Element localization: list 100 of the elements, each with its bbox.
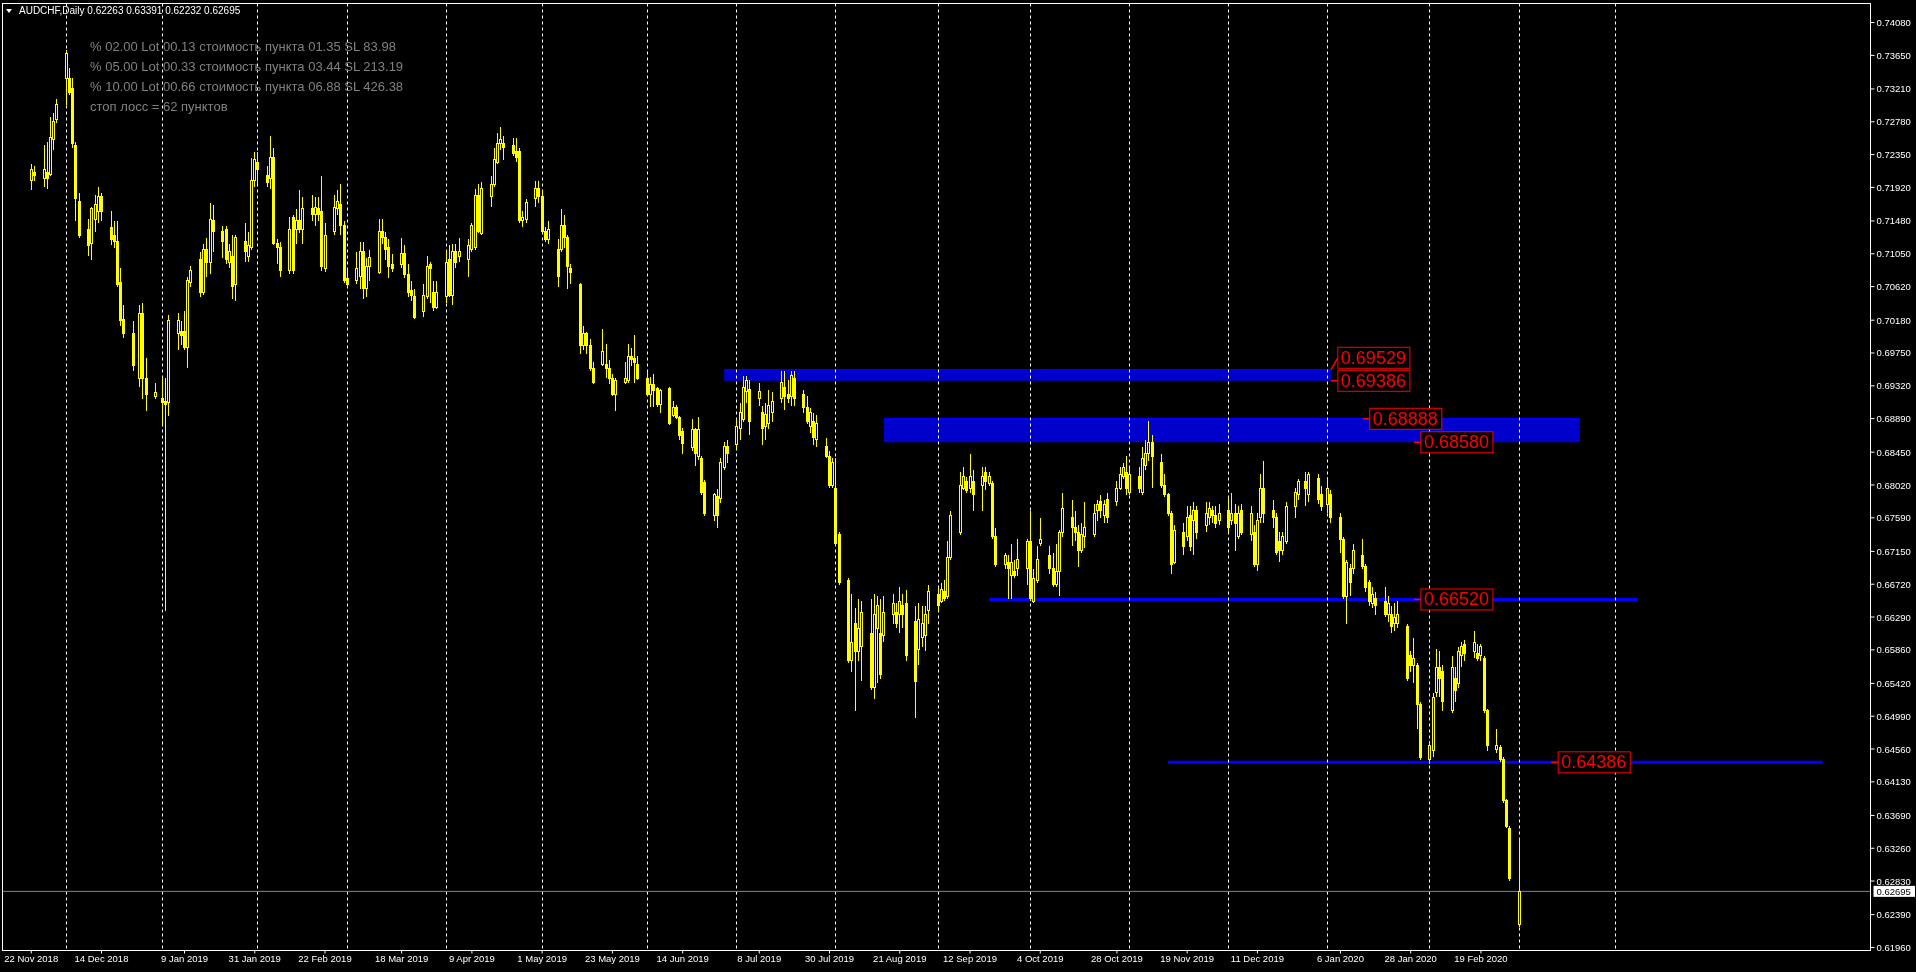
candlestick <box>132 320 135 372</box>
y-tick-label: 0.70620 <box>1876 281 1911 293</box>
candlestick <box>320 175 323 272</box>
candlestick <box>65 49 68 106</box>
candlestick <box>627 343 630 384</box>
y-tick-label: 0.71050 <box>1876 248 1911 260</box>
x-tick-label: 22 Feb 2019 <box>298 953 352 964</box>
candlestick <box>547 220 550 245</box>
candlestick <box>435 280 438 310</box>
annotation: % 10.00 Lot 00.66 стоимость пункта 06.88 SL 426.38 <box>90 79 404 94</box>
candlestick <box>1218 503 1221 526</box>
x-tick-label: 23 May 2019 <box>584 953 640 964</box>
x-tick-label: 18 Mar 2019 <box>374 953 429 964</box>
candlestick <box>790 370 793 407</box>
candlestick <box>480 181 483 236</box>
chart-title: AUDCHF,Daily 0.62263 0.63391 0.62232 0.62695 <box>19 5 241 16</box>
y-tick-label: 0.70180 <box>1876 314 1911 326</box>
candlestick <box>793 370 796 407</box>
x-tick-label: 12 Sep 2019 <box>943 953 997 964</box>
x-tick-label: 22 Nov 2018 <box>4 953 59 964</box>
candlestick <box>1435 648 1438 698</box>
y-tick-label: 0.74080 <box>1876 17 1911 29</box>
candlestick <box>659 388 662 414</box>
y-tick-label: 0.61960 <box>1876 941 1911 953</box>
y-tick-label: 0.65860 <box>1876 644 1911 656</box>
y-tick-label: 0.62390 <box>1876 909 1911 921</box>
candlestick <box>177 312 180 351</box>
y-tick-label: 0.64990 <box>1876 710 1911 722</box>
y-tick-label: 0.63690 <box>1876 809 1911 821</box>
candlestick <box>668 386 671 426</box>
y-tick-label: 0.67150 <box>1876 545 1911 557</box>
candlestick <box>288 216 291 275</box>
candlestick <box>873 593 876 700</box>
y-tick-label: 0.73650 <box>1876 49 1911 61</box>
candlestick <box>892 593 895 625</box>
candlestick <box>1473 630 1476 659</box>
x-tick-label: 28 Oct 2019 <box>1091 953 1143 964</box>
y-tick-label: 0.63260 <box>1876 842 1911 854</box>
candlestick <box>1083 501 1086 549</box>
candlestick <box>1262 460 1265 524</box>
y-tick-label: 0.68020 <box>1876 479 1911 491</box>
x-tick-label: 14 Dec 2018 <box>74 953 129 964</box>
candlestick <box>110 210 113 246</box>
candlestick <box>860 600 863 682</box>
candlestick <box>1384 586 1387 618</box>
ref-line-label: 0.62695 <box>1876 885 1911 897</box>
candlestick <box>279 241 282 278</box>
annotation: % 05.00 Lot 00.33 стоимость пункта 03.44 SL 213.19 <box>90 59 404 74</box>
candlestick <box>1029 510 1032 602</box>
candlestick <box>525 198 528 224</box>
x-tick-label: 1 May 2019 <box>517 953 567 964</box>
x-tick-label: 31 Jan 2019 <box>228 953 281 964</box>
candlestick <box>1039 517 1042 547</box>
candlestick <box>1211 505 1214 524</box>
x-tick-label: 19 Nov 2019 <box>1160 953 1215 964</box>
candlestick <box>1304 471 1307 507</box>
y-tick-label: 0.69750 <box>1876 347 1911 359</box>
y-tick-label: 0.66290 <box>1876 611 1911 623</box>
y-tick-label: 0.71480 <box>1876 215 1911 227</box>
candlestick <box>1479 644 1482 662</box>
candlestick <box>1240 503 1243 536</box>
x-tick-label: 21 Aug 2019 <box>873 953 927 964</box>
candlestick <box>748 379 751 436</box>
y-tick-label: 0.73210 <box>1876 83 1911 95</box>
candlestick <box>78 192 81 239</box>
x-tick-label: 6 Jan 2020 <box>1316 953 1364 964</box>
y-tick-label: 0.64560 <box>1876 743 1911 755</box>
candlestick <box>209 202 212 275</box>
y-tick-label: 0.71920 <box>1876 181 1911 193</box>
x-tick-label: 14 Jun 2019 <box>656 953 709 964</box>
candlestick <box>1227 496 1230 533</box>
candlestick <box>43 144 46 188</box>
candlestick <box>1010 543 1013 600</box>
candlestick <box>783 370 786 411</box>
annotation: 0.69386 <box>1340 370 1406 391</box>
candlestick <box>981 466 984 512</box>
annotation: стоп лосс = 62 пунктов <box>90 99 228 114</box>
x-tick-label: 4 Oct 2019 <box>1017 953 1064 964</box>
x-tick-label: 9 Jan 2019 <box>161 953 209 964</box>
candlestick <box>1205 501 1208 533</box>
candlestick <box>959 471 962 536</box>
candlestick <box>244 222 247 263</box>
x-tick-label: 28 Jan 2020 <box>1384 953 1437 964</box>
candlestick <box>445 249 448 304</box>
candlestick <box>362 241 365 300</box>
candlestick <box>879 598 882 680</box>
y-tick-label: 0.65420 <box>1876 677 1911 689</box>
y-tick-label: 0.68890 <box>1876 413 1911 425</box>
candlestick <box>451 243 454 306</box>
candlestick <box>1451 655 1454 714</box>
candlestick <box>1093 503 1096 538</box>
candlestick <box>311 194 314 222</box>
y-tick-label: 0.66720 <box>1876 578 1911 590</box>
annotation: % 02.00 Lot 00.13 стоимость пункта 01.35 SL 83.98 <box>90 39 396 54</box>
candlestick <box>761 405 764 446</box>
candlestick <box>1307 471 1310 503</box>
candlestick <box>815 414 818 448</box>
candlestick <box>1189 505 1192 552</box>
candlestick <box>898 586 901 634</box>
y-tick-label: 0.72350 <box>1876 149 1911 161</box>
